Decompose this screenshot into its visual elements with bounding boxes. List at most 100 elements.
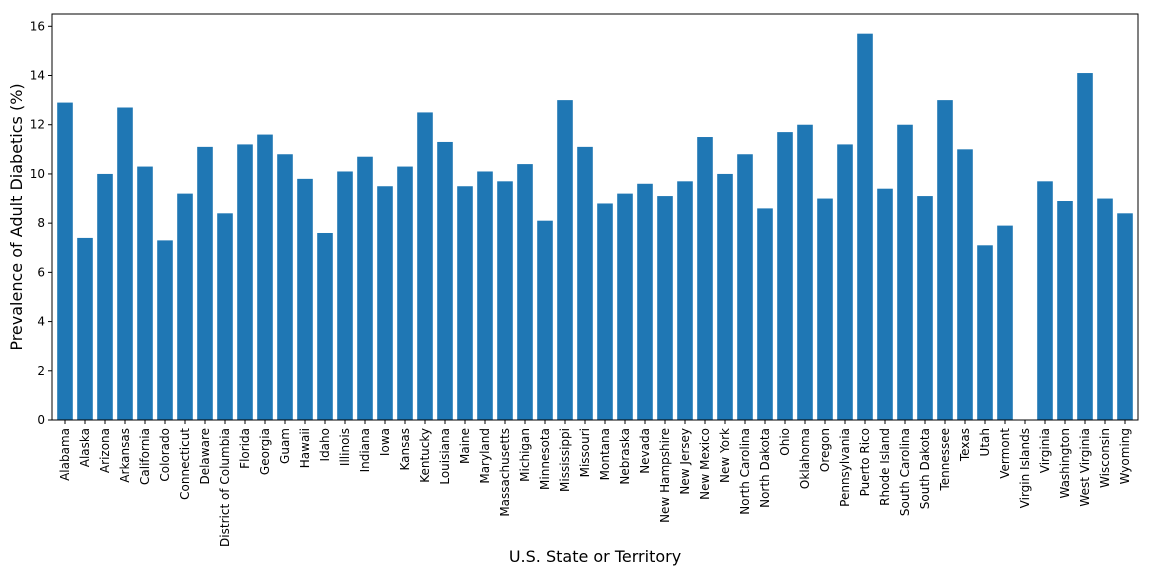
bar: [57, 102, 73, 420]
bar: [97, 173, 113, 420]
x-tick-label: Pennsylvania: [838, 428, 852, 507]
x-axis-title: U.S. State or Territory: [509, 547, 681, 566]
x-tick-label: New York: [718, 428, 732, 483]
bar: [737, 154, 753, 420]
x-tick-label: Alaska: [78, 428, 92, 467]
y-tick-label: 0: [37, 413, 45, 427]
bar: [997, 225, 1013, 420]
x-tick-label: Utah: [978, 428, 992, 456]
bar: [1097, 198, 1113, 420]
bar: [77, 237, 93, 420]
y-tick-label: 6: [37, 265, 45, 279]
bar: [957, 149, 973, 420]
bar: [417, 112, 433, 421]
x-tick-label: Georgia: [258, 428, 272, 475]
bar: [457, 186, 473, 420]
x-tick-label: North Carolina: [738, 428, 752, 515]
x-tick-label: Oklahoma: [798, 428, 812, 489]
bar: [877, 188, 893, 420]
bar: [937, 100, 953, 421]
bar: [377, 186, 393, 420]
bar: [197, 146, 213, 420]
bar: [817, 198, 833, 420]
bar: [257, 134, 273, 420]
bar: [297, 178, 313, 420]
x-tick-label: South Carolina: [898, 428, 912, 516]
bar: [517, 164, 533, 420]
x-tick-label: Florida: [238, 428, 252, 469]
x-tick-label: West Virginia: [1078, 428, 1092, 507]
y-axis-title: Prevalence of Adult Diabetics (%): [7, 83, 26, 350]
bar: [117, 107, 133, 420]
x-tick-label: Colorado: [158, 428, 172, 482]
x-tick-label: New Mexico: [698, 428, 712, 500]
bar: [477, 171, 493, 420]
bar: [217, 213, 233, 420]
x-tick-label: Massachusetts: [498, 428, 512, 517]
bar: [137, 166, 153, 420]
bar: [177, 193, 193, 420]
bar: [837, 144, 853, 420]
bar: [757, 208, 773, 420]
bar: [317, 232, 333, 420]
bar: [637, 183, 653, 420]
bar: [657, 196, 673, 420]
x-tick-label: Mississippi: [558, 428, 572, 492]
bar: [337, 171, 353, 420]
x-tick-label: Rhode Island: [878, 428, 892, 506]
bar: [1057, 201, 1073, 420]
x-tick-label: Guam: [278, 428, 292, 464]
y-tick-label: 14: [30, 69, 45, 83]
x-tick-label: Kansas: [398, 428, 412, 470]
x-tick-label: North Dakota: [758, 428, 772, 508]
x-tick-label: Vermont: [998, 428, 1012, 479]
bar: [577, 146, 593, 420]
x-tick-label: Idaho: [318, 428, 332, 461]
x-tick-label: Minnesota: [538, 428, 552, 490]
x-tick-label: Wisconsin: [1098, 428, 1112, 488]
x-tick-label: Maine: [458, 428, 472, 464]
x-tick-label: Kentucky: [418, 428, 432, 483]
y-tick-label: 4: [37, 315, 45, 329]
x-tick-label: Arizona: [98, 428, 112, 473]
x-tick-label: Iowa: [378, 428, 392, 456]
x-tick-label: Maryland: [478, 428, 492, 484]
bar: [1077, 73, 1093, 421]
bar: [977, 245, 993, 420]
y-tick-label: 10: [30, 167, 45, 181]
x-tick-label: Missouri: [578, 428, 592, 477]
x-tick-label: District of Columbia: [218, 428, 232, 547]
x-tick-label: Virginia: [1038, 428, 1052, 473]
bar: [557, 100, 573, 421]
bar: [277, 154, 293, 420]
y-tick-label: 16: [30, 19, 45, 33]
y-tick-label: 12: [30, 118, 45, 132]
x-tick-label: Washington: [1058, 428, 1072, 499]
bar: [897, 124, 913, 420]
y-axis-ticks: 0 2 4 6 8 10 12 14 16: [30, 19, 52, 427]
bar: [157, 240, 173, 420]
bar: [677, 181, 693, 420]
bar: [1037, 181, 1053, 420]
bar: [497, 181, 513, 420]
y-tick-label: 2: [37, 364, 45, 378]
bar: [437, 141, 453, 420]
bar: [357, 156, 373, 420]
x-tick-label: Arkansas: [118, 428, 132, 483]
x-tick-label: Indiana: [358, 428, 372, 472]
bar: [617, 193, 633, 420]
x-tick-label: Nevada: [638, 428, 652, 474]
plot-frame: [51, 13, 1139, 421]
y-tick-label: 8: [37, 216, 45, 230]
x-tick-label: Montana: [598, 428, 612, 480]
x-tick-label: Puerto Rico: [858, 428, 872, 496]
x-tick-label: New Hampshire: [658, 428, 672, 523]
x-tick-label: Alabama: [58, 428, 72, 481]
bars: [57, 33, 1133, 421]
x-tick-label: Louisiana: [438, 428, 452, 485]
bar: [777, 132, 793, 421]
x-tick-label: Tennessee: [938, 428, 952, 492]
x-tick-label: Texas: [958, 428, 972, 462]
